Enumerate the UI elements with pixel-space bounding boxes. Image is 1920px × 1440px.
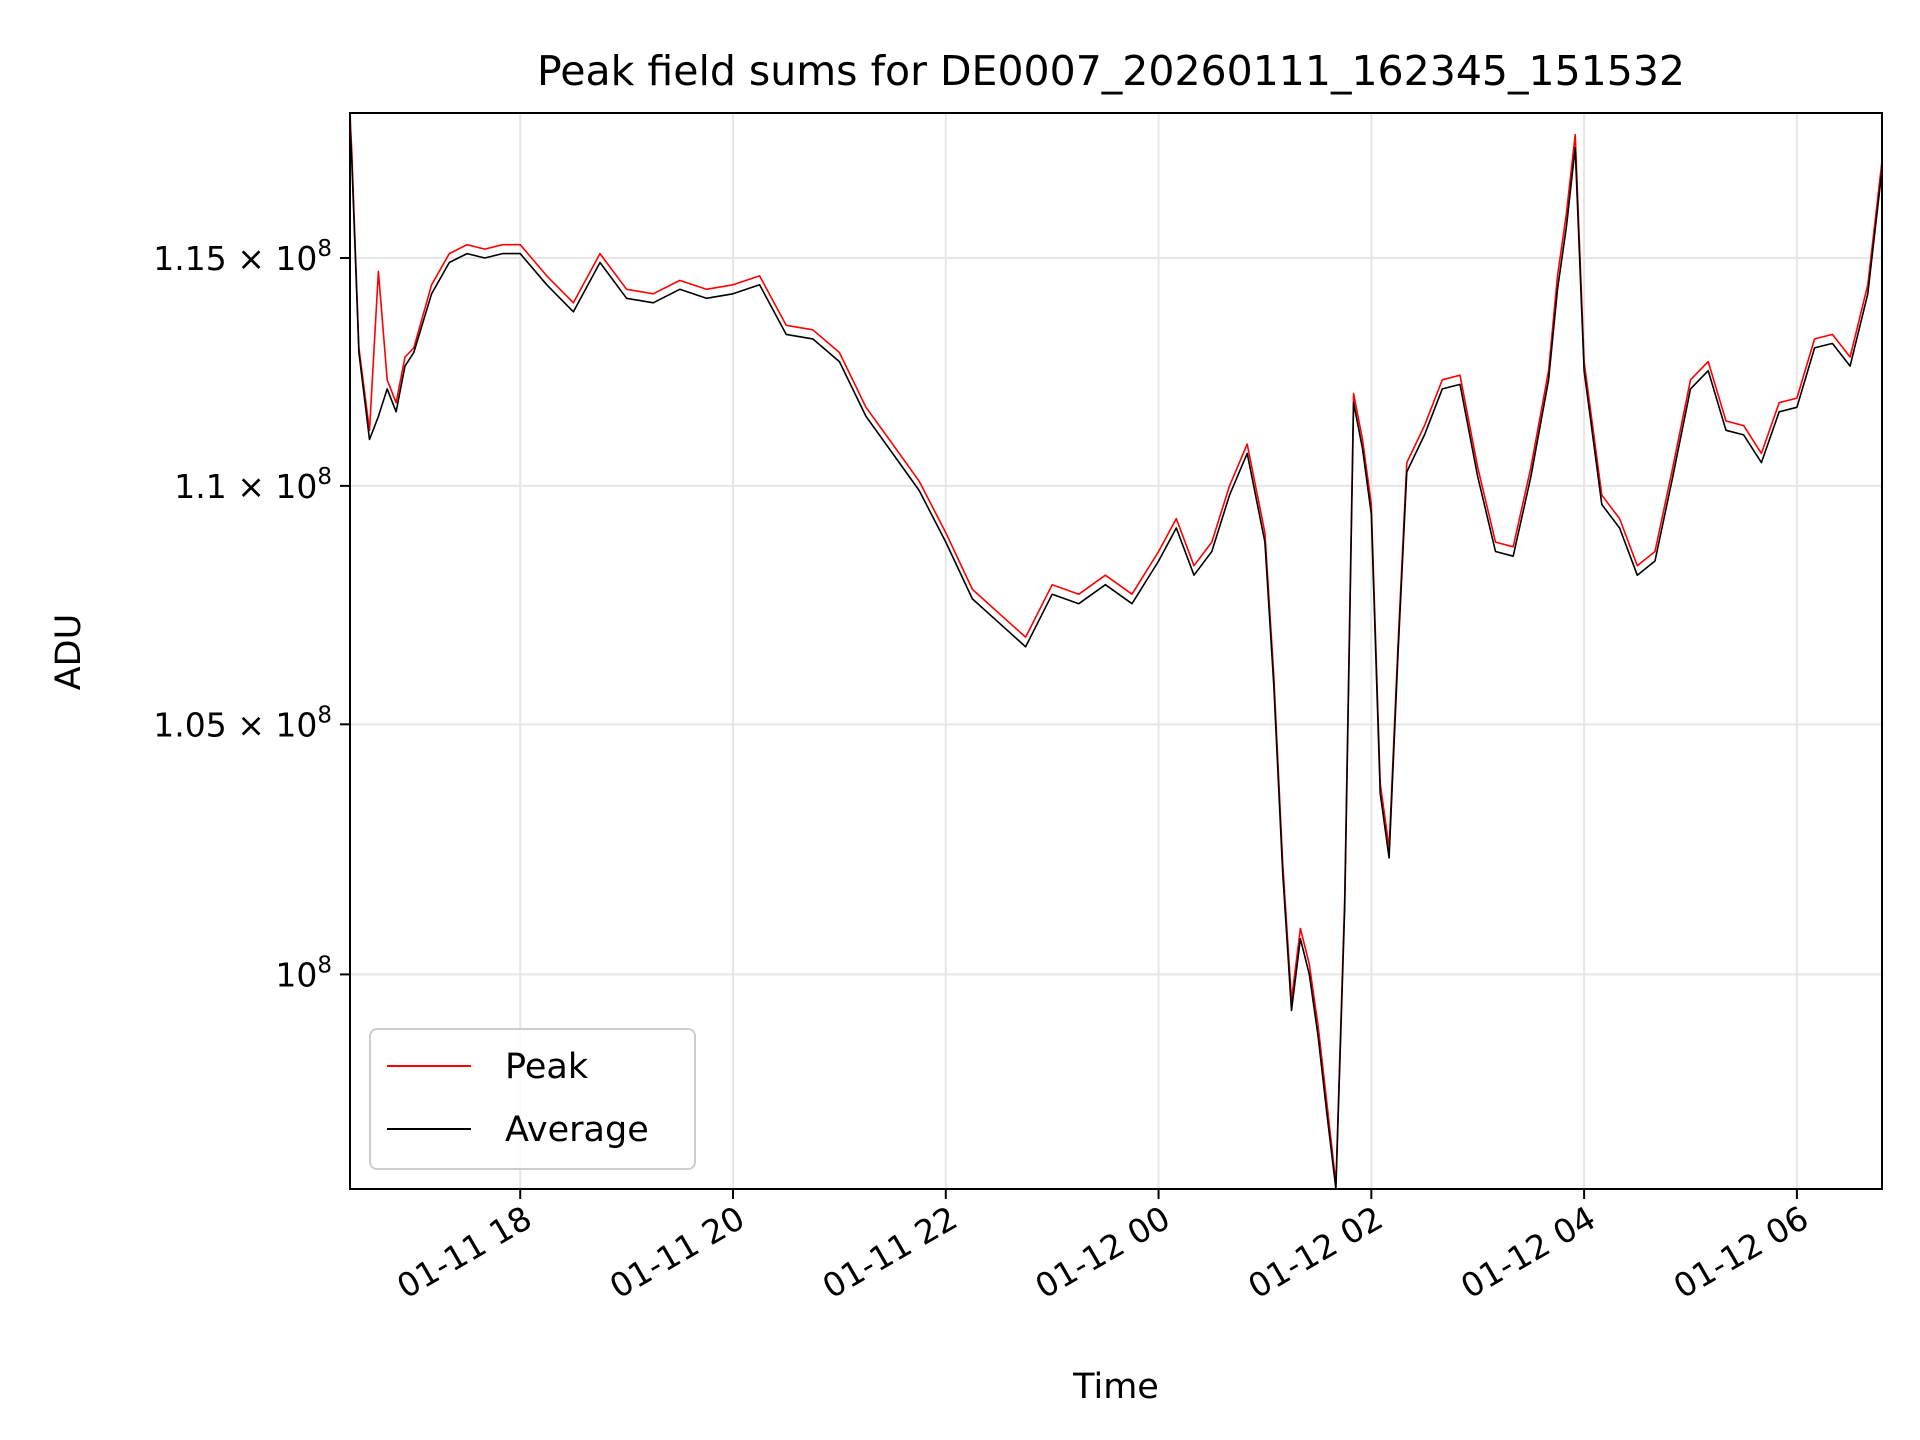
legend: Peak Average	[369, 1028, 696, 1170]
y-axis-label: ADU	[49, 614, 89, 691]
y-axis-ticks: 108 1.05 × 108 1.1 × 108 1.15 × 108	[153, 236, 350, 994]
legend-label-peak: Peak	[505, 1047, 589, 1087]
y-tick-label: 1.1 × 108	[174, 464, 332, 506]
chart-title: Peak field sums for DE0007_20260111_1623…	[537, 47, 1685, 95]
series-line-average	[350, 125, 1882, 1189]
y-tick-label: 108	[275, 952, 332, 994]
plot-frame	[349, 112, 1883, 1190]
series-lines	[350, 113, 1882, 1189]
y-tick-label: 1.05 × 108	[153, 702, 332, 744]
x-axis-label: Time	[1072, 1367, 1159, 1407]
legend-label-average: Average	[505, 1110, 649, 1150]
legend-box	[369, 1028, 696, 1170]
gridlines	[350, 113, 1882, 1189]
y-tick-label: 1.15 × 108	[153, 236, 332, 278]
